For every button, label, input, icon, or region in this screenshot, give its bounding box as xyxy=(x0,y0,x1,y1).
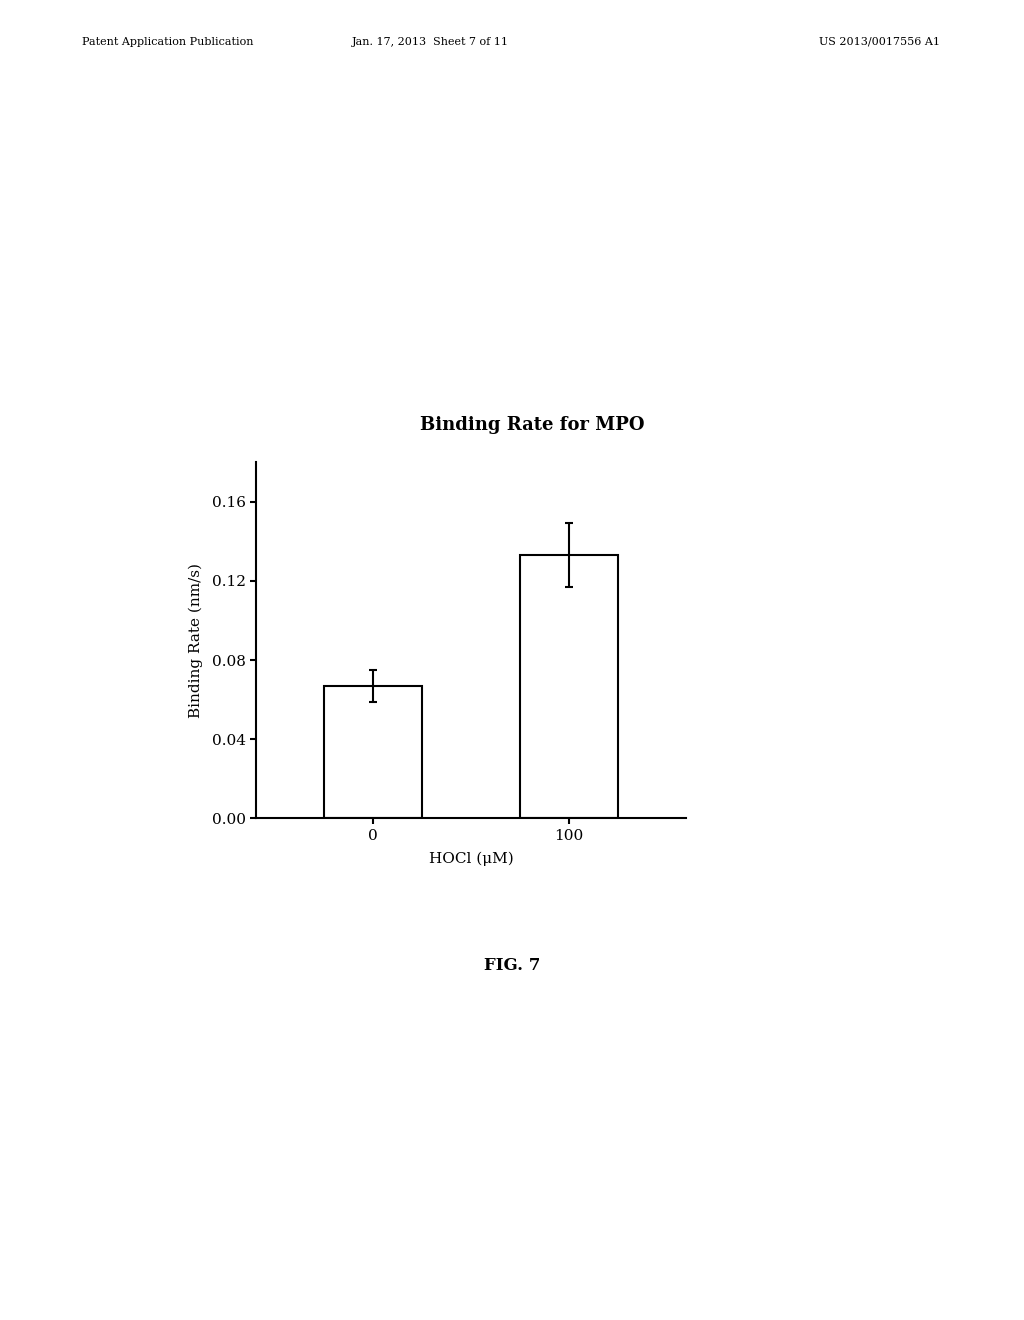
Text: Patent Application Publication: Patent Application Publication xyxy=(82,37,253,48)
Bar xyxy=(520,554,617,818)
Text: Jan. 17, 2013  Sheet 7 of 11: Jan. 17, 2013 Sheet 7 of 11 xyxy=(351,37,509,48)
Y-axis label: Binding Rate (nm/s): Binding Rate (nm/s) xyxy=(188,562,203,718)
Text: US 2013/0017556 A1: US 2013/0017556 A1 xyxy=(819,37,940,48)
Bar xyxy=(325,686,422,818)
X-axis label: HOCl (μM): HOCl (μM) xyxy=(429,851,513,866)
Text: FIG. 7: FIG. 7 xyxy=(483,957,541,974)
Text: Binding Rate for MPO: Binding Rate for MPO xyxy=(420,416,645,434)
